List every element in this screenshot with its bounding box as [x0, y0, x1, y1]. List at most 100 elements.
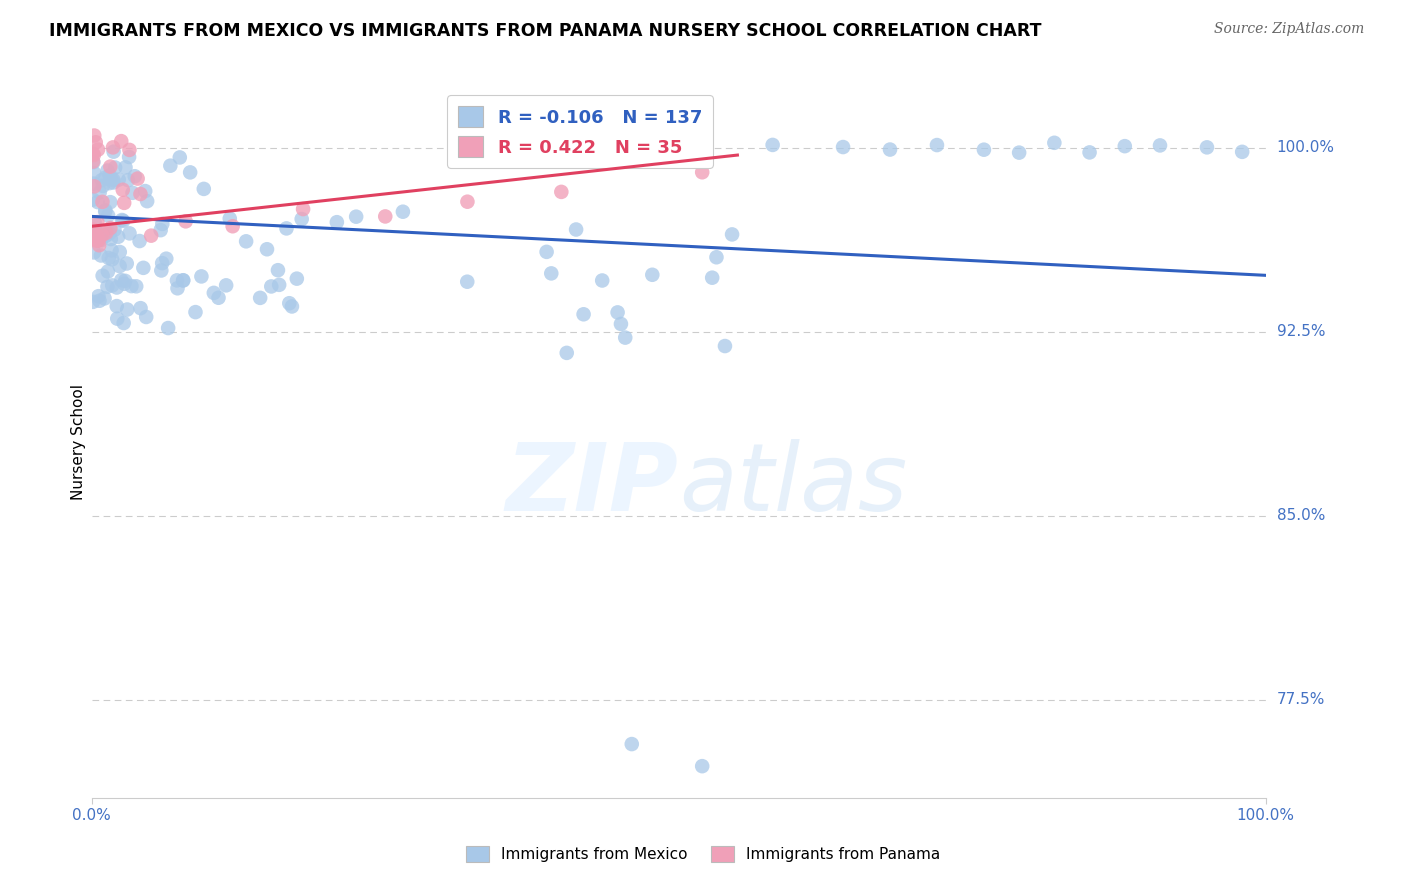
- Point: [149, 223, 172, 237]
- Point: [86, 228, 108, 243]
- Point: [84, 224, 107, 238]
- Point: [565, 222, 588, 236]
- Point: [706, 250, 728, 264]
- Point: [129, 301, 152, 315]
- Point: [121, 186, 143, 200]
- Point: [82, 146, 104, 161]
- Point: [129, 186, 152, 201]
- Point: [620, 737, 643, 751]
- Text: Source: ZipAtlas.com: Source: ZipAtlas.com: [1213, 22, 1364, 37]
- Point: [606, 305, 628, 319]
- Point: [202, 285, 225, 300]
- Point: [94, 228, 117, 243]
- Point: [179, 165, 201, 179]
- Point: [291, 212, 314, 227]
- Point: [112, 214, 135, 228]
- Point: [87, 238, 110, 252]
- Legend: R = -0.106   N = 137, R = 0.422   N = 35: R = -0.106 N = 137, R = 0.422 N = 35: [447, 95, 713, 168]
- Point: [118, 227, 141, 241]
- Point: [86, 234, 108, 248]
- Point: [82, 222, 104, 236]
- Text: 92.5%: 92.5%: [1277, 325, 1326, 339]
- Point: [326, 215, 349, 229]
- Point: [281, 300, 304, 314]
- Point: [136, 194, 159, 209]
- Point: [117, 173, 139, 187]
- Point: [91, 194, 114, 209]
- Point: [174, 214, 197, 228]
- Point: [97, 264, 120, 278]
- Point: [114, 274, 136, 288]
- Point: [276, 221, 298, 235]
- Point: [641, 268, 664, 282]
- Text: atlas: atlas: [679, 440, 907, 531]
- Point: [125, 279, 148, 293]
- Point: [97, 251, 120, 265]
- Point: [108, 245, 131, 260]
- Point: [118, 143, 141, 157]
- Point: [1230, 145, 1253, 159]
- Point: [172, 273, 194, 287]
- Point: [690, 759, 713, 773]
- Point: [132, 260, 155, 275]
- Point: [112, 277, 135, 291]
- Point: [249, 291, 271, 305]
- Point: [110, 273, 132, 287]
- Point: [135, 310, 157, 324]
- Point: [374, 210, 396, 224]
- Point: [973, 143, 995, 157]
- Point: [218, 211, 240, 226]
- Point: [190, 269, 212, 284]
- Point: [91, 228, 114, 243]
- Point: [107, 229, 129, 244]
- Point: [221, 219, 243, 234]
- Point: [610, 317, 633, 331]
- Point: [260, 279, 283, 293]
- Point: [98, 195, 121, 210]
- Point: [278, 296, 301, 310]
- Point: [84, 136, 107, 150]
- Text: IMMIGRANTS FROM MEXICO VS IMMIGRANTS FROM PANAMA NURSERY SCHOOL CORRELATION CHAR: IMMIGRANTS FROM MEXICO VS IMMIGRANTS FRO…: [49, 22, 1042, 40]
- Point: [150, 256, 173, 270]
- Point: [82, 294, 104, 309]
- Point: [105, 299, 128, 313]
- Point: [150, 263, 173, 277]
- Point: [83, 179, 105, 194]
- Point: [83, 128, 105, 143]
- Point: [285, 271, 308, 285]
- Point: [98, 168, 121, 182]
- Point: [83, 215, 105, 229]
- Point: [90, 248, 112, 262]
- Point: [193, 182, 215, 196]
- Point: [87, 227, 110, 241]
- Point: [93, 292, 115, 306]
- Point: [832, 140, 855, 154]
- Point: [207, 291, 229, 305]
- Point: [120, 279, 142, 293]
- Point: [107, 172, 129, 186]
- Point: [127, 171, 149, 186]
- Point: [103, 223, 125, 237]
- Point: [115, 256, 138, 270]
- Point: [90, 173, 112, 187]
- Point: [86, 215, 108, 229]
- Point: [155, 252, 177, 266]
- Point: [101, 140, 124, 154]
- Point: [614, 330, 637, 344]
- Point: [94, 204, 117, 219]
- Point: [101, 278, 124, 293]
- Point: [456, 275, 478, 289]
- Point: [90, 233, 112, 247]
- Point: [103, 176, 125, 190]
- Point: [82, 193, 104, 207]
- Point: [879, 143, 901, 157]
- Point: [702, 270, 724, 285]
- Point: [83, 245, 105, 260]
- Point: [169, 150, 191, 164]
- Point: [82, 155, 104, 169]
- Point: [100, 171, 122, 186]
- Point: [96, 163, 118, 178]
- Point: [103, 173, 125, 187]
- Point: [235, 235, 257, 249]
- Point: [344, 210, 367, 224]
